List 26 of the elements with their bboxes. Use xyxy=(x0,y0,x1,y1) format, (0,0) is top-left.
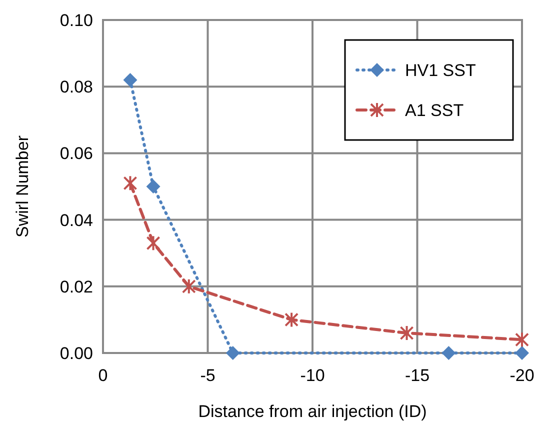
x-tick-label: -5 xyxy=(200,366,216,385)
y-tick-label: 0.08 xyxy=(60,78,93,97)
point xyxy=(226,346,240,360)
x-tick-label: -20 xyxy=(510,366,534,385)
y-tick-label: 0.10 xyxy=(60,11,93,30)
point xyxy=(146,235,160,252)
y-tick-label: 0.00 xyxy=(60,344,93,363)
point xyxy=(515,332,529,348)
y-tick-label: 0.04 xyxy=(60,210,93,230)
point xyxy=(284,312,299,328)
legend-label: A1 SST xyxy=(405,101,464,120)
x-tick-label: -10 xyxy=(300,366,325,385)
point xyxy=(400,325,414,342)
x-axis-title: Distance from air injection (ID) xyxy=(198,402,427,421)
y-tick-label: 0.06 xyxy=(60,144,93,164)
point xyxy=(123,175,138,192)
legend-label: HV1 SST xyxy=(405,61,476,80)
point xyxy=(515,346,529,360)
y-tick-label: 0.02 xyxy=(60,277,93,296)
point xyxy=(442,346,456,360)
point xyxy=(123,72,138,87)
point xyxy=(146,180,160,194)
point xyxy=(182,278,196,294)
x-tick-label: -15 xyxy=(404,366,430,385)
x-tick-label: 0 xyxy=(98,366,108,385)
y-axis-title: Swirl Number xyxy=(13,135,32,238)
